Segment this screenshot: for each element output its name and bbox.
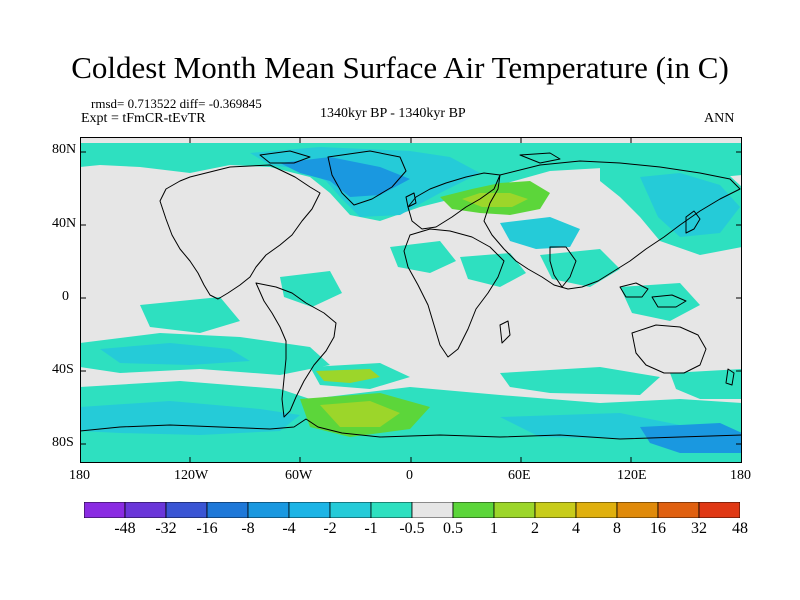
colorbar-swatch-9 — [452, 502, 495, 518]
colorbar-swatch-7 — [370, 502, 413, 518]
colorbar-swatch-4 — [247, 502, 290, 518]
colorbar-label-2: -16 — [196, 520, 218, 537]
lon-tick-0: 0 — [406, 468, 413, 483]
stats-text: rmsd= 0.713522 diff= -0.369845 — [91, 96, 262, 111]
lon-tick-120w: 120W — [174, 468, 209, 483]
lat-tick-80s: 80S — [52, 435, 74, 450]
map-ticks — [80, 137, 742, 463]
coastlines — [80, 150, 742, 440]
lon-tick-60w: 60W — [285, 468, 313, 483]
colorbar-label-1: -32 — [155, 520, 177, 537]
colorbar-swatch-5 — [288, 502, 331, 518]
colorbar-label-14: 32 — [691, 520, 707, 537]
colorbar-label-12: 8 — [613, 520, 621, 537]
colorbar-label-13: 16 — [650, 520, 666, 537]
lon-tick-60e: 60E — [508, 468, 531, 483]
colorbar-label-9: 1 — [490, 520, 498, 537]
colorbar-label-5: -2 — [323, 520, 337, 537]
season-text: ANN — [704, 111, 735, 126]
colorbar-label-4: -4 — [282, 520, 296, 537]
colorbar-swatch-10 — [493, 502, 536, 518]
lat-tick-40n: 40N — [52, 216, 77, 231]
colorbar-label-15: 48 — [732, 520, 748, 537]
colorbar-label-10: 2 — [531, 520, 539, 537]
colorbar-label-3: -8 — [241, 520, 255, 537]
colorbar-swatch-1 — [124, 502, 167, 518]
lat-tick-40s: 40S — [52, 362, 74, 377]
lon-tick-120e: 120E — [617, 468, 647, 483]
colorbar-swatch-15 — [698, 502, 740, 518]
lon-tick-180e: 180 — [730, 468, 751, 483]
lat-tick-80n: 80N — [52, 142, 77, 157]
colorbar-swatch-12 — [575, 502, 618, 518]
anomaly-shading — [80, 143, 742, 463]
colorbar-swatch-13 — [616, 502, 659, 518]
colorbar-label-8: 0.5 — [443, 520, 463, 537]
period-text: 1340kyr BP - 1340kyr BP — [320, 106, 466, 121]
colorbar-label-6: -1 — [364, 520, 378, 537]
experiment-text: Expt = tFmCR-tEvTR — [81, 111, 206, 126]
world-map — [80, 137, 742, 463]
colorbar-swatch-11 — [534, 502, 577, 518]
colorbar — [84, 502, 740, 518]
map-title: Coldest Month Mean Surface Air Temperatu… — [71, 50, 729, 85]
colorbar-label-11: 4 — [572, 520, 580, 537]
colorbar-swatch-14 — [657, 502, 700, 518]
colorbar-label-7: -0.5 — [399, 520, 425, 537]
colorbar-swatch-0 — [84, 502, 126, 518]
colorbar-swatch-8 — [411, 502, 454, 518]
colorbar-swatch-2 — [165, 502, 208, 518]
lat-tick-0: 0 — [62, 289, 69, 304]
colorbar-swatch-6 — [329, 502, 372, 518]
colorbar-label-0: -48 — [114, 520, 136, 537]
lon-tick-180w: 180 — [69, 468, 90, 483]
colorbar-swatch-3 — [206, 502, 249, 518]
